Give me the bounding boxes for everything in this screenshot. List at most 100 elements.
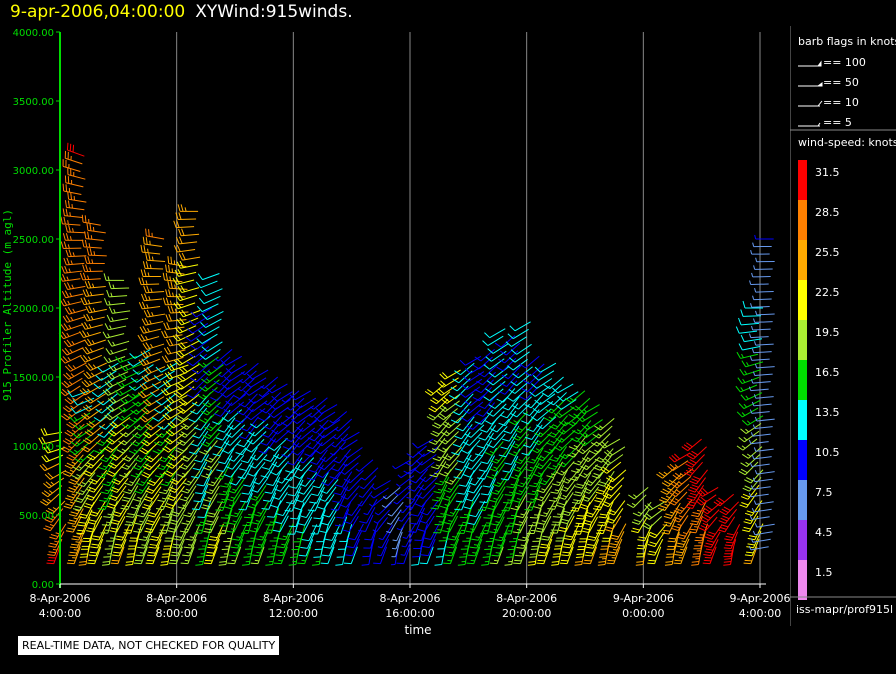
wind-barb (504, 478, 520, 496)
wind-barb (683, 461, 703, 477)
wind-barb (454, 424, 473, 440)
wind-barb (314, 441, 335, 455)
wind-barb (154, 431, 174, 447)
wind-barb (741, 415, 764, 426)
wind-barb (503, 486, 518, 504)
wind-barb (63, 282, 86, 290)
wind-barb (371, 480, 391, 490)
wind-barb (589, 440, 609, 455)
wind-barb (392, 459, 412, 470)
wind-barb (526, 416, 545, 433)
wind-barb (84, 393, 107, 404)
wind-barb (165, 264, 185, 275)
wind-barb (65, 249, 87, 258)
wind-barb (246, 431, 267, 445)
wind-barb (195, 280, 218, 289)
wind-barb (472, 387, 492, 402)
speed-label: 31.5 (815, 166, 840, 179)
wind-barb (183, 531, 199, 549)
x-tick-date: 8-Apr-2006 (496, 592, 557, 605)
wind-barb (519, 355, 540, 369)
x-tick-date: 8-Apr-2006 (29, 592, 90, 605)
wind-barb (174, 269, 197, 277)
wind-barb (342, 454, 361, 467)
wind-barb (202, 364, 224, 376)
wind-barb (340, 485, 360, 500)
wind-barb (474, 409, 493, 425)
wind-barb (559, 476, 578, 492)
wind-barb (87, 508, 105, 525)
wind-barb (320, 546, 335, 565)
wind-barb (434, 507, 449, 526)
wind-barb (58, 331, 81, 340)
wind-barb (199, 379, 220, 392)
wind-barb (65, 515, 82, 533)
wind-barb (227, 447, 247, 462)
wind-barb (108, 306, 131, 314)
wind-barb (428, 399, 449, 413)
wind-barb (446, 531, 462, 549)
y-axis: 0.00 500.00 1000.00 1500.00 2000.00 2500.00 30… (13, 28, 61, 591)
wind-barb (270, 492, 288, 508)
wind-barb (718, 508, 738, 524)
wind-barb (582, 479, 601, 494)
speed-swatch (798, 560, 807, 600)
wind-barb (336, 501, 352, 519)
wind-barb (198, 326, 220, 336)
wind-barb (572, 449, 591, 466)
wind-barb (455, 454, 472, 472)
wind-barb (132, 394, 153, 407)
wind-barb (59, 298, 82, 307)
wind-barb (70, 405, 93, 414)
wind-barb (534, 454, 554, 470)
wind-barb (606, 546, 621, 565)
wind-barb (60, 216, 81, 226)
wind-barb (342, 515, 359, 533)
wind-barb (162, 440, 183, 453)
wind-barb (547, 492, 563, 510)
wind-barb (241, 477, 257, 495)
wind-barb (227, 477, 246, 494)
wind-barb (319, 419, 341, 431)
wind-barb (676, 523, 694, 540)
wind-barb (735, 384, 758, 393)
wind-barb (306, 464, 324, 481)
wind-barb (359, 475, 377, 490)
wind-barb (454, 493, 469, 511)
wind-barb (286, 397, 305, 411)
wind-barb (323, 531, 339, 549)
x-axis-label: time (404, 623, 431, 637)
wind-barb (83, 370, 105, 380)
wind-barb (324, 524, 341, 541)
wind-barb (242, 508, 256, 527)
wind-barb (358, 514, 374, 532)
wind-barb (70, 434, 92, 447)
wind-barb (481, 508, 496, 527)
wind-barb (517, 524, 534, 542)
wind-barb (142, 236, 163, 248)
wind-barb (502, 456, 519, 473)
wind-barb (79, 330, 101, 339)
barb-legend: barb flags in knots == 100 == 50 == 10 == 5 (798, 35, 896, 129)
wind-barb (139, 411, 161, 423)
wind-barb (513, 546, 528, 565)
wind-barb (500, 463, 517, 481)
wind-barb (206, 500, 223, 518)
wind-barb (63, 257, 85, 266)
wind-barb (49, 523, 67, 540)
x-tick-date: 8-Apr-2006 (379, 592, 440, 605)
wind-barb (750, 250, 770, 255)
wind-barb (740, 423, 762, 434)
wind-barb (461, 439, 481, 454)
wind-barb (735, 326, 758, 334)
wind-barb (225, 424, 246, 438)
wind-barb (597, 508, 612, 527)
wind-barb (483, 388, 504, 402)
wind-barb (584, 539, 600, 557)
wind-barb (478, 394, 497, 410)
wind-barb (610, 523, 627, 540)
barb-legend-sample (798, 122, 821, 127)
wind-barb (477, 493, 493, 511)
wind-barb (62, 315, 85, 323)
wind-barb (283, 464, 301, 481)
